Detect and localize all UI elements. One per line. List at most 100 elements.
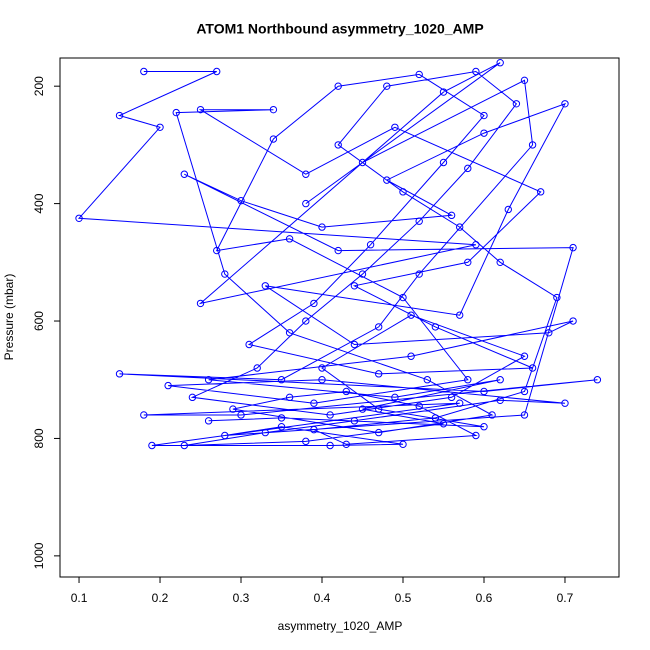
x-tick-label: 0.5 <box>395 591 412 605</box>
data-point <box>229 405 237 413</box>
data-point <box>439 88 448 96</box>
data-point <box>172 108 180 117</box>
data-point <box>431 414 440 422</box>
data-point <box>302 199 310 208</box>
data-point <box>342 387 351 396</box>
data-point <box>358 405 367 413</box>
plot-area <box>75 58 602 450</box>
data-point <box>204 417 213 425</box>
x-tick-label: 0.3 <box>233 591 250 605</box>
data-point <box>391 393 399 402</box>
data-point <box>480 423 488 431</box>
data-point <box>504 205 512 214</box>
data-point <box>115 111 124 120</box>
data-point <box>496 58 504 67</box>
data-point <box>318 376 326 384</box>
data-point <box>285 235 294 243</box>
data-point <box>204 376 213 384</box>
data-point <box>593 376 602 384</box>
data-point <box>269 135 278 143</box>
data-point <box>318 223 326 231</box>
data-point <box>464 258 472 267</box>
data-point <box>196 299 205 308</box>
data-point <box>180 441 189 450</box>
data-point <box>464 164 472 173</box>
data-point <box>496 376 504 384</box>
data-point <box>399 188 407 196</box>
data-point <box>407 311 415 319</box>
data-point <box>374 370 383 378</box>
data-point <box>277 414 286 422</box>
data-point <box>415 402 423 410</box>
data-point <box>253 364 261 372</box>
data-point <box>496 396 504 404</box>
data-point <box>520 387 529 396</box>
data-point <box>374 428 383 437</box>
data-point <box>334 246 342 255</box>
data-point <box>261 282 270 290</box>
data-point <box>415 270 423 278</box>
data-point <box>488 411 496 419</box>
data-point <box>261 428 270 437</box>
data-point <box>480 387 488 396</box>
x-axis-label: asymmetry_1020_AMP <box>278 619 403 633</box>
data-point <box>237 411 245 419</box>
data-point <box>399 293 407 302</box>
data-point <box>439 420 448 428</box>
data-point <box>464 376 472 384</box>
data-point <box>472 240 480 249</box>
data-point <box>221 431 229 440</box>
chart-title: ATOM1 Northbound asymmetry_1020_AMP <box>196 21 483 37</box>
data-point <box>269 105 278 114</box>
data-point <box>383 82 391 90</box>
data-point <box>115 370 124 378</box>
x-tick-label: 0.6 <box>476 591 493 605</box>
data-point <box>213 67 221 76</box>
data-point <box>310 399 318 407</box>
data-point <box>447 393 456 402</box>
data-point <box>569 317 577 325</box>
data-point <box>569 243 577 252</box>
data-point <box>455 399 464 407</box>
y-tick-label: 1000 <box>32 542 46 569</box>
data-point <box>188 393 197 402</box>
data-point <box>350 282 359 290</box>
data-point <box>358 158 367 167</box>
data-point <box>140 411 148 419</box>
data-point <box>455 223 464 231</box>
y-tick-label: 600 <box>32 311 46 331</box>
data-point <box>285 393 294 402</box>
data-point <box>545 329 553 337</box>
data-point <box>528 364 537 372</box>
data-point <box>431 323 440 331</box>
data-point <box>383 176 391 184</box>
data-point <box>358 270 367 278</box>
data-point <box>221 270 229 278</box>
data-point <box>399 440 407 449</box>
data-point <box>528 141 537 149</box>
data-point <box>561 399 569 407</box>
data-point <box>245 340 253 349</box>
data-point <box>472 67 480 76</box>
data-point <box>423 376 431 384</box>
data-point <box>213 246 221 255</box>
data-point <box>350 417 359 425</box>
data-point <box>520 411 529 419</box>
data-point <box>156 123 164 131</box>
data-point <box>480 111 488 120</box>
data-point <box>520 76 529 85</box>
data-point <box>277 423 286 431</box>
data-point <box>302 170 310 178</box>
data-point <box>366 240 375 249</box>
data-point <box>536 188 545 196</box>
data-point <box>180 170 189 178</box>
data-point <box>480 129 488 137</box>
y-axis-label: Pressure (mbar) <box>2 274 16 361</box>
data-point <box>415 217 423 225</box>
x-tick-label: 0.1 <box>71 591 88 605</box>
data-point <box>496 258 504 267</box>
data-point <box>342 440 351 449</box>
data-point <box>285 329 294 337</box>
data-point <box>374 405 383 413</box>
